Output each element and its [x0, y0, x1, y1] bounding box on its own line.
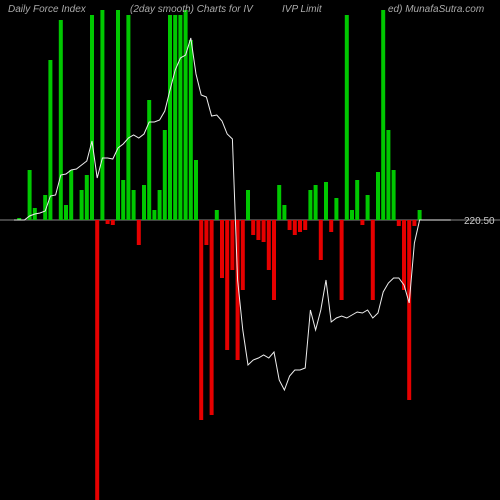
- reference-label: 220.50: [464, 216, 495, 227]
- force-bar: [241, 220, 245, 290]
- force-bar: [308, 190, 312, 220]
- force-bar: [246, 190, 250, 220]
- force-bar: [251, 220, 255, 235]
- force-bar: [360, 220, 364, 225]
- force-bar: [324, 182, 328, 220]
- force-bar: [288, 220, 292, 230]
- force-bar: [85, 175, 89, 220]
- force-bar: [194, 160, 198, 220]
- force-bar: [100, 10, 104, 220]
- force-bar: [168, 15, 172, 220]
- force-bar: [210, 220, 214, 415]
- force-bar: [142, 185, 146, 220]
- force-bar: [95, 220, 99, 500]
- force-bar: [267, 220, 271, 270]
- force-bar: [293, 220, 297, 235]
- force-bar: [215, 210, 219, 220]
- force-bar: [402, 220, 406, 290]
- force-bar: [111, 220, 115, 225]
- force-bar: [178, 15, 182, 220]
- force-bar: [303, 220, 307, 230]
- force-bar: [126, 15, 130, 220]
- force-bar: [272, 220, 276, 300]
- force-bar: [64, 205, 68, 220]
- force-bar: [199, 220, 203, 420]
- force-index-chart: Daily Force Index (2day smooth) Charts f…: [0, 0, 500, 500]
- force-bar: [366, 195, 370, 220]
- force-bar: [152, 210, 156, 220]
- header-right: ed) MunafaSutra.com: [388, 4, 484, 15]
- force-bar: [106, 220, 110, 224]
- force-bar: [319, 220, 323, 260]
- chart-canvas: 220.50: [0, 0, 500, 500]
- force-bar: [282, 205, 286, 220]
- force-bar: [204, 220, 208, 245]
- force-bar: [262, 220, 266, 242]
- header-mid1: (2day smooth) Charts for IV: [130, 4, 253, 15]
- force-bar: [345, 15, 349, 220]
- force-bar: [173, 15, 177, 220]
- force-bar: [334, 198, 338, 220]
- force-bar: [397, 220, 401, 226]
- force-bar: [355, 180, 359, 220]
- force-bar: [412, 220, 416, 226]
- force-bar: [225, 220, 229, 350]
- signal-line: [14, 38, 451, 390]
- force-bar: [298, 220, 302, 232]
- header-left: Daily Force Index: [8, 4, 86, 15]
- chart-header: Daily Force Index (2day smooth) Charts f…: [0, 4, 500, 20]
- force-bar: [340, 220, 344, 300]
- force-bar: [163, 130, 167, 220]
- header-mid2: IVP Limit: [282, 4, 322, 15]
- force-bar: [184, 10, 188, 220]
- force-bar: [392, 170, 396, 220]
- force-bar: [28, 170, 32, 220]
- force-bar: [69, 170, 73, 220]
- force-bar: [189, 40, 193, 220]
- force-bar: [158, 190, 162, 220]
- force-bar: [256, 220, 260, 240]
- force-bar: [90, 15, 94, 220]
- force-bar: [132, 190, 136, 220]
- force-bar: [121, 180, 125, 220]
- force-bar: [314, 185, 318, 220]
- force-bar: [137, 220, 141, 245]
- force-bar: [386, 130, 390, 220]
- force-bar: [277, 185, 281, 220]
- force-bar: [59, 20, 63, 220]
- force-bar: [80, 190, 84, 220]
- force-bar: [371, 220, 375, 300]
- force-bar: [116, 10, 120, 220]
- force-bar: [230, 220, 234, 270]
- force-bar: [329, 220, 333, 232]
- force-bar: [350, 210, 354, 220]
- force-bar: [418, 210, 422, 220]
- force-bar: [220, 220, 224, 278]
- force-bar: [381, 10, 385, 220]
- force-bar: [147, 100, 151, 220]
- force-bar: [407, 220, 411, 400]
- force-bar: [376, 172, 380, 220]
